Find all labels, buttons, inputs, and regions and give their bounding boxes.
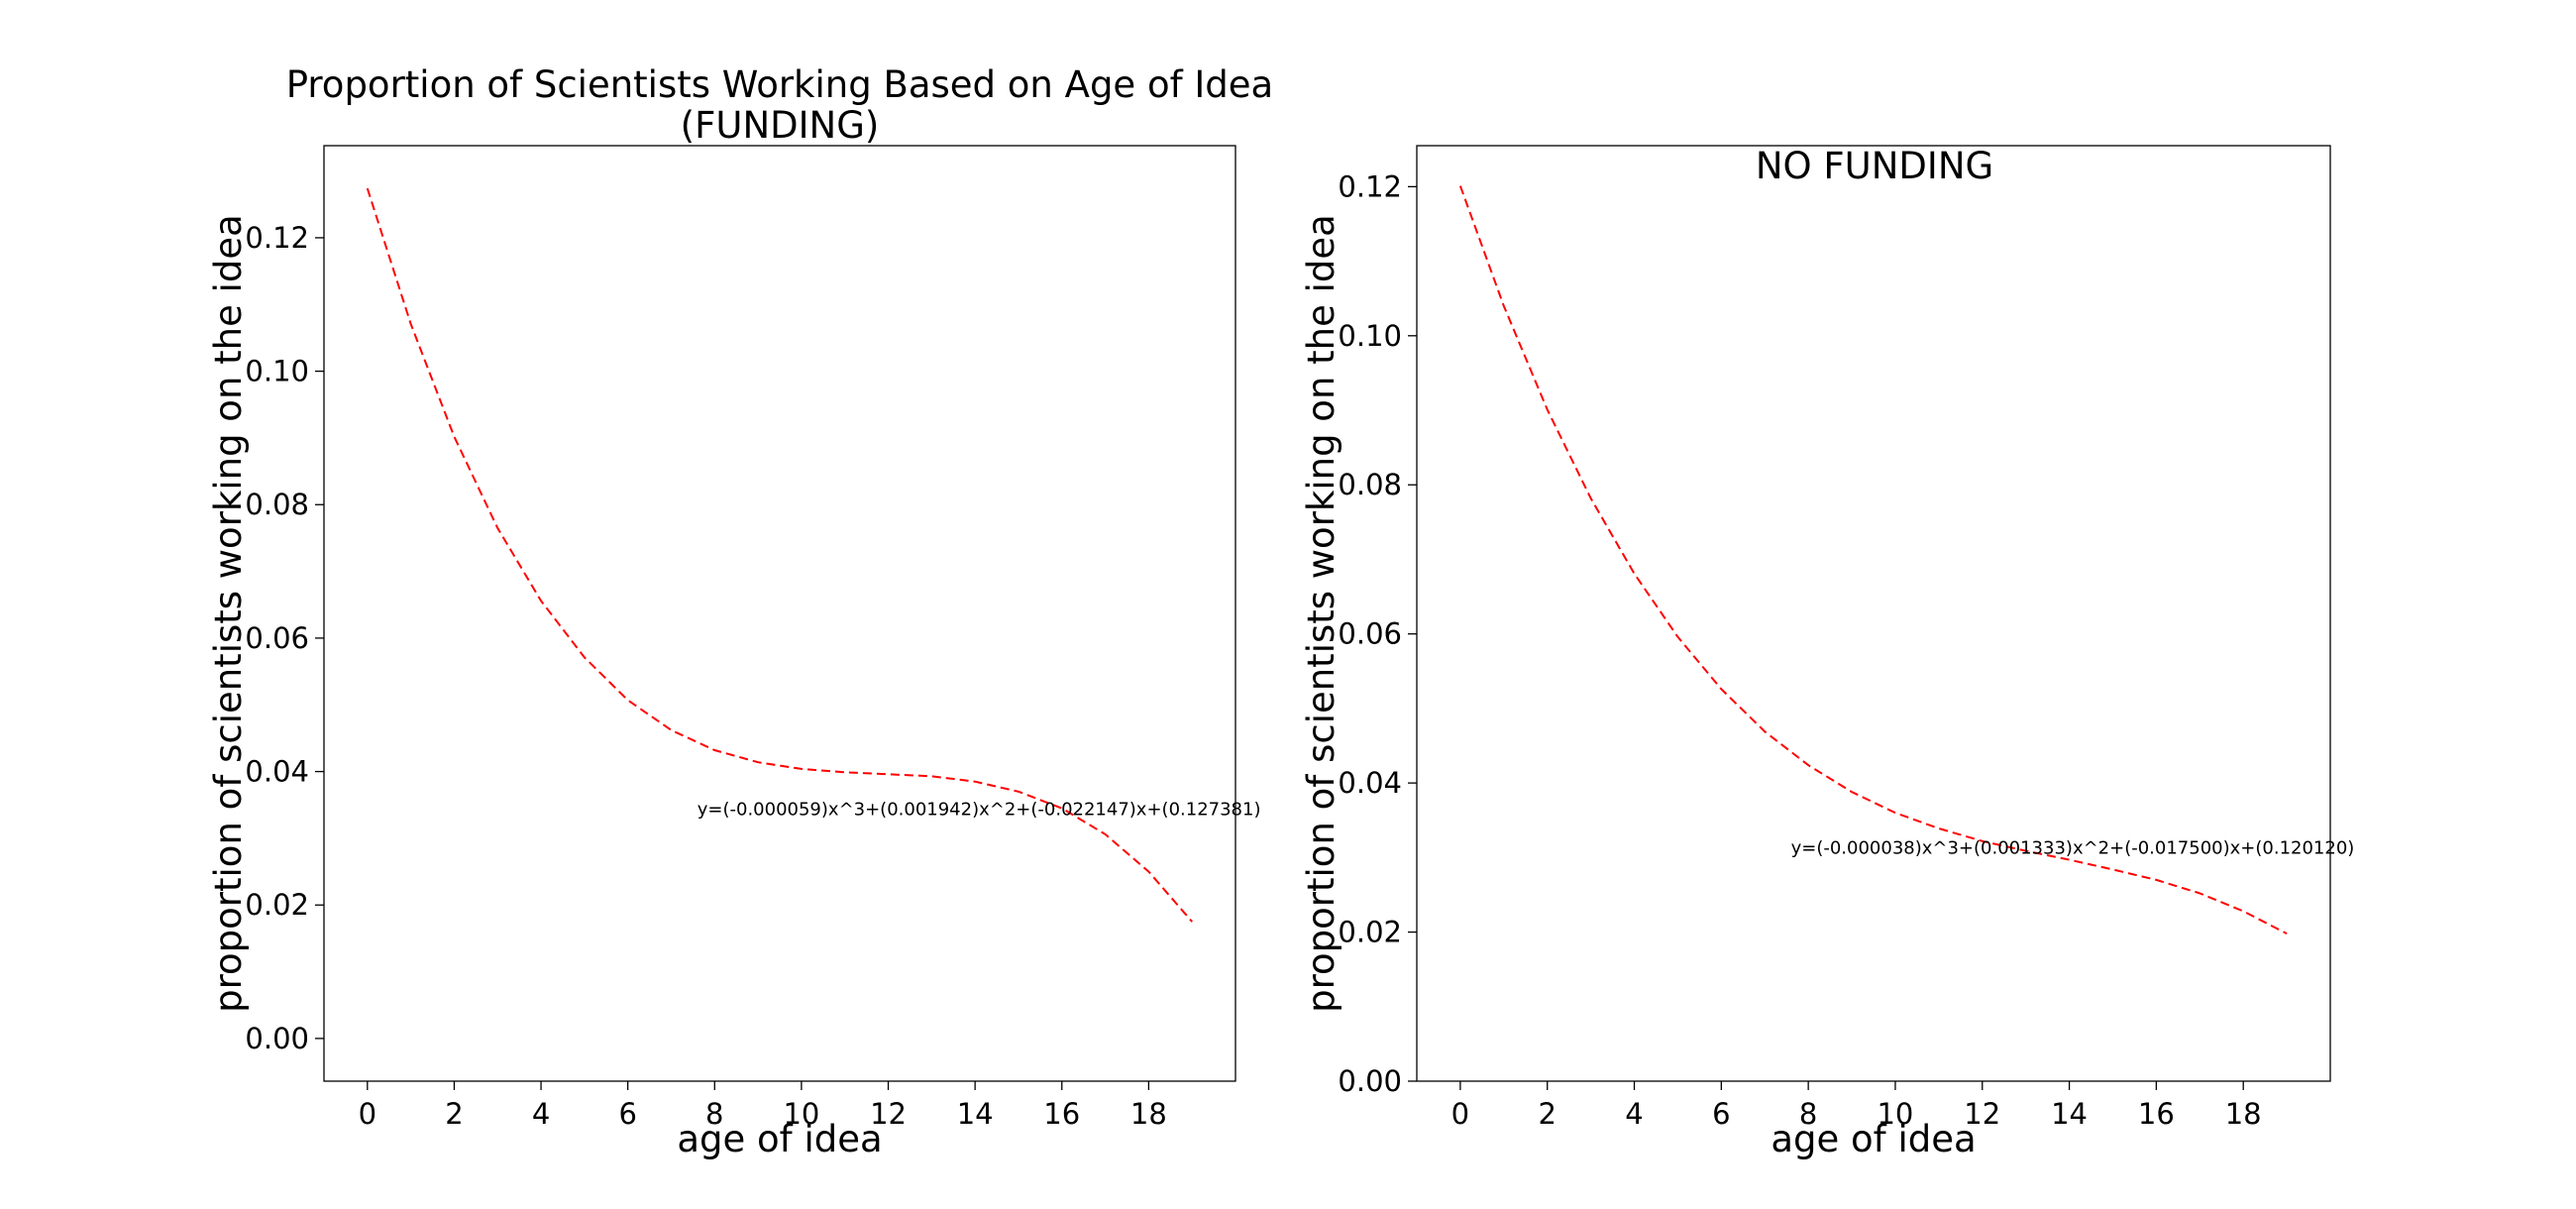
chart-no-funding: NO FUNDING 0 2 4 6 8 10 12 14 16 18 0.000.020.040…: [1300, 145, 2354, 1160]
y-tick-label: 0.10: [245, 355, 309, 388]
y-tick-label: 0.04: [245, 755, 309, 789]
y-tick-label: 0.10: [1338, 319, 1402, 353]
x-tick-label: 14: [2051, 1097, 2088, 1131]
x-tick-label: 6: [618, 1097, 636, 1131]
y-tick-label: 0.02: [245, 888, 309, 922]
x-tick-label: 18: [1130, 1097, 1167, 1131]
x-tick-label: 0: [1451, 1097, 1469, 1131]
y-tick-label: 0.06: [1338, 617, 1402, 651]
x-tick-label: 14: [957, 1097, 994, 1131]
y-tick-label: 0.00: [245, 1022, 309, 1055]
series-line: [1458, 185, 2288, 934]
y-axis-label: proportion of scientists working on the …: [1300, 214, 1342, 1013]
x-axis-label: age of idea: [677, 1118, 882, 1160]
x-tick-label: 12: [1964, 1097, 2000, 1131]
chart-title-line-1: Proportion of Scientists Working Based o…: [286, 63, 1273, 106]
y-tick-label: 0.08: [1338, 468, 1402, 501]
x-tick-label: 10: [1877, 1097, 1913, 1131]
y-tick-label: 0.02: [1338, 916, 1402, 949]
y-tick-label: 0.12: [245, 221, 309, 255]
y-axis-ticks: 0.00 0.02 0.04 0.06 0.08 0.10 0.12: [245, 221, 324, 1055]
x-tick-label: 18: [2225, 1097, 2262, 1131]
x-tick-label: 16: [2138, 1097, 2175, 1131]
x-tick-label: 2: [445, 1097, 463, 1131]
series-line: [366, 187, 1193, 923]
plot-area: [1416, 145, 2331, 1082]
fit-equation: y=(-0.000038)x^3+(0.001333)x^2+(-0.01750…: [1791, 838, 2355, 859]
y-tick-label: 0.00: [1338, 1064, 1402, 1098]
x-tick-label: 8: [1799, 1097, 1817, 1131]
x-tick-label: 4: [532, 1097, 550, 1131]
x-tick-label: 0: [359, 1097, 376, 1131]
y-tick-label: 0.06: [245, 621, 309, 655]
x-axis-ticks: 0 2 4 6 8 10 12 14 16 18: [1451, 1081, 2262, 1131]
plot-area: [323, 145, 1236, 1082]
x-tick-label: 4: [1625, 1097, 1643, 1131]
chart-funding: Proportion of Scientists Working Based o…: [207, 63, 1273, 1160]
x-tick-label: 6: [1712, 1097, 1730, 1131]
y-tick-label: 0.04: [1338, 766, 1402, 800]
chart-title-line-2: NO FUNDING: [1756, 145, 1993, 187]
y-tick-label: 0.12: [1338, 169, 1402, 203]
chart-title-line-2: (FUNDING): [681, 104, 880, 147]
x-tick-label: 10: [783, 1097, 819, 1131]
x-tick-label: 16: [1043, 1097, 1080, 1131]
x-axis-label: age of idea: [1771, 1118, 1976, 1160]
y-tick-label: 0.08: [245, 488, 309, 521]
x-tick-label: 8: [705, 1097, 723, 1131]
x-tick-label: 2: [1538, 1097, 1556, 1131]
x-tick-label: 12: [870, 1097, 907, 1131]
y-axis-label: proportion of scientists working on the …: [207, 214, 250, 1013]
y-axis-ticks: 0.00 0.02 0.04 0.06 0.08 0.10 0.12: [1338, 169, 1417, 1098]
fit-equation: y=(-0.000059)x^3+(0.001942)x^2+(-0.02214…: [698, 799, 1261, 820]
x-axis-ticks: 0 2 4 6 8 10 12 14 16 18: [359, 1081, 1167, 1131]
